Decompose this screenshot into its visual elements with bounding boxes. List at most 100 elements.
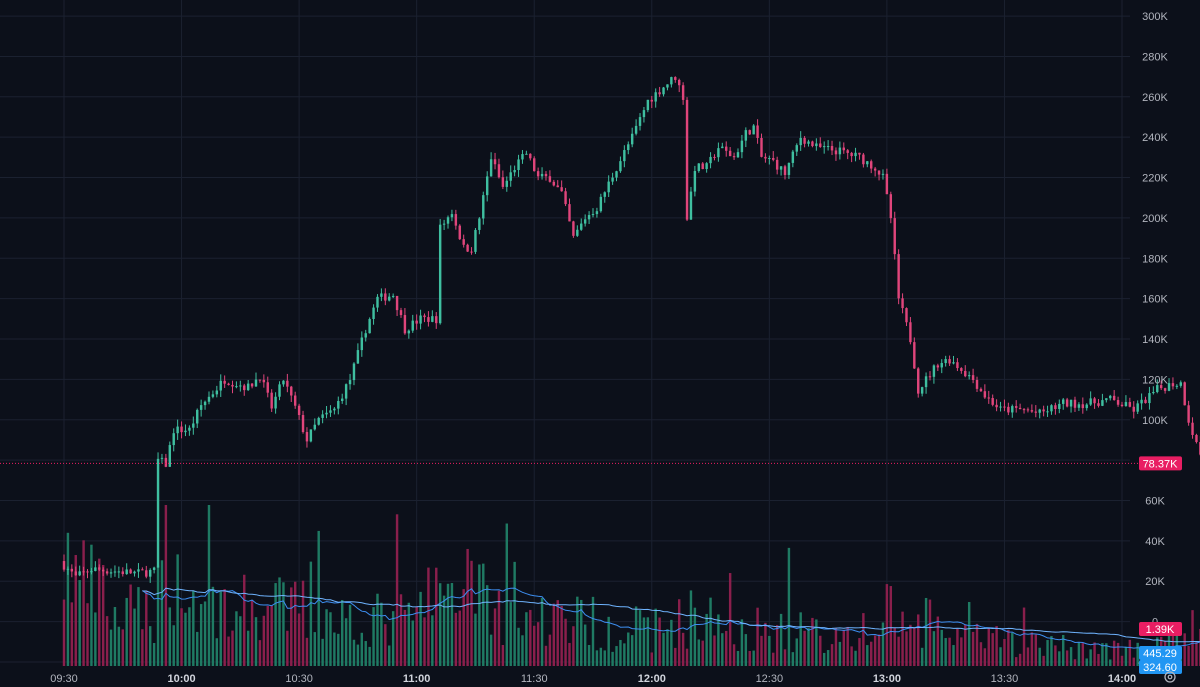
candle-body <box>282 380 285 385</box>
volume-bar <box>725 630 728 666</box>
candle-body <box>740 140 744 153</box>
volume-bar <box>685 648 689 666</box>
candle-body <box>435 316 438 324</box>
candle-body <box>411 320 414 331</box>
candle-body <box>838 147 842 155</box>
volume-bar <box>1022 607 1026 666</box>
last-price-badge-text: 78.37K <box>1143 458 1179 470</box>
candle-body <box>145 570 148 577</box>
volume-bar <box>603 650 606 666</box>
candle-body <box>501 177 505 187</box>
volume-bar <box>78 580 81 666</box>
candle-body <box>1058 403 1061 409</box>
candle-body <box>117 571 121 573</box>
candle-body <box>172 433 175 446</box>
candle-body <box>862 154 865 165</box>
candle-body <box>760 137 763 157</box>
volume-bar <box>873 635 877 666</box>
volume-ma-fast-line <box>142 587 1200 650</box>
volume-bar <box>779 613 783 666</box>
candle-body <box>505 180 509 187</box>
price-axis[interactable]: 300K 280K 260K 240K 220K 200K 180K 160K 140K 120K… <box>1138 11 1172 669</box>
volume-bar <box>533 625 536 666</box>
candle-body <box>250 383 254 387</box>
candle-body <box>717 148 720 158</box>
volume-bar <box>301 580 305 666</box>
candle-body <box>693 171 697 192</box>
volume-bar <box>791 652 795 666</box>
time-axis[interactable]: 09:30 10:00 10:30 11:00 11:30 12:00 12:30 13:00… <box>50 673 1136 685</box>
candle-body <box>556 185 559 188</box>
candle-body <box>246 383 250 391</box>
volume-bar <box>705 613 708 666</box>
candle-body <box>368 319 371 334</box>
candle-body <box>967 375 971 377</box>
volume-bar <box>384 624 387 666</box>
volume-bar <box>944 638 947 666</box>
grid-lines <box>0 0 1130 666</box>
candle-body <box>783 166 787 175</box>
volume-bar <box>239 616 242 666</box>
volume-bar <box>866 645 869 666</box>
volume-value-badge <box>1139 622 1182 636</box>
candle-body <box>458 225 461 240</box>
volume-bar <box>517 627 520 666</box>
volume-bar <box>489 634 493 666</box>
candle-body <box>854 152 857 157</box>
volume-bar <box>223 589 226 666</box>
candle-body <box>615 171 618 178</box>
candle-body <box>705 163 708 170</box>
candle-body <box>399 310 403 316</box>
candle-body <box>560 187 563 192</box>
candle-body <box>634 125 638 134</box>
candle-body <box>866 161 869 165</box>
candle-body <box>466 244 469 252</box>
candle-body <box>489 159 493 177</box>
candle-body <box>309 429 313 442</box>
candle-body <box>709 156 712 164</box>
candle-body <box>438 224 442 324</box>
volume-bar <box>850 646 853 666</box>
candle-body <box>86 571 89 573</box>
volume-bar <box>290 587 293 666</box>
candle-body <box>1132 406 1135 412</box>
volume-bar <box>407 602 411 666</box>
time-tick-label: 11:00 <box>403 673 431 685</box>
candle-body <box>548 176 552 182</box>
volume-bar <box>101 565 105 666</box>
volume-bar <box>1065 650 1069 666</box>
candle-body <box>536 171 540 177</box>
candle-body <box>913 342 916 369</box>
volume-bar <box>909 624 912 666</box>
candle-body <box>677 79 681 86</box>
volume-bar <box>975 623 979 666</box>
volume-bar <box>634 606 638 666</box>
candle-body <box>384 293 387 301</box>
last-price-badge <box>1139 456 1182 471</box>
volume-bar <box>270 605 273 666</box>
price-tick-label: 280K <box>1142 51 1168 63</box>
candle-body <box>642 110 646 118</box>
volume-bar <box>529 609 532 666</box>
candle-body <box>603 192 606 197</box>
candle-body <box>1018 407 1022 410</box>
candle-body <box>474 229 477 252</box>
volume-bar <box>1018 653 1022 666</box>
candle-body <box>70 568 74 572</box>
volume-bar <box>243 574 246 666</box>
volume-bar <box>337 633 340 666</box>
volume-bar <box>1109 659 1112 666</box>
candle-body <box>94 567 97 571</box>
settings-gear-icon[interactable] <box>1160 668 1180 686</box>
price-tick-label: 160K <box>1142 294 1168 306</box>
volume-bar <box>897 636 900 666</box>
candle-body <box>1112 395 1116 401</box>
volume-bar <box>403 609 407 666</box>
candle-body <box>372 307 375 320</box>
candle-body <box>819 143 822 147</box>
candle-body <box>873 168 877 171</box>
candle-body <box>482 195 485 219</box>
volume-bar <box>376 593 379 666</box>
